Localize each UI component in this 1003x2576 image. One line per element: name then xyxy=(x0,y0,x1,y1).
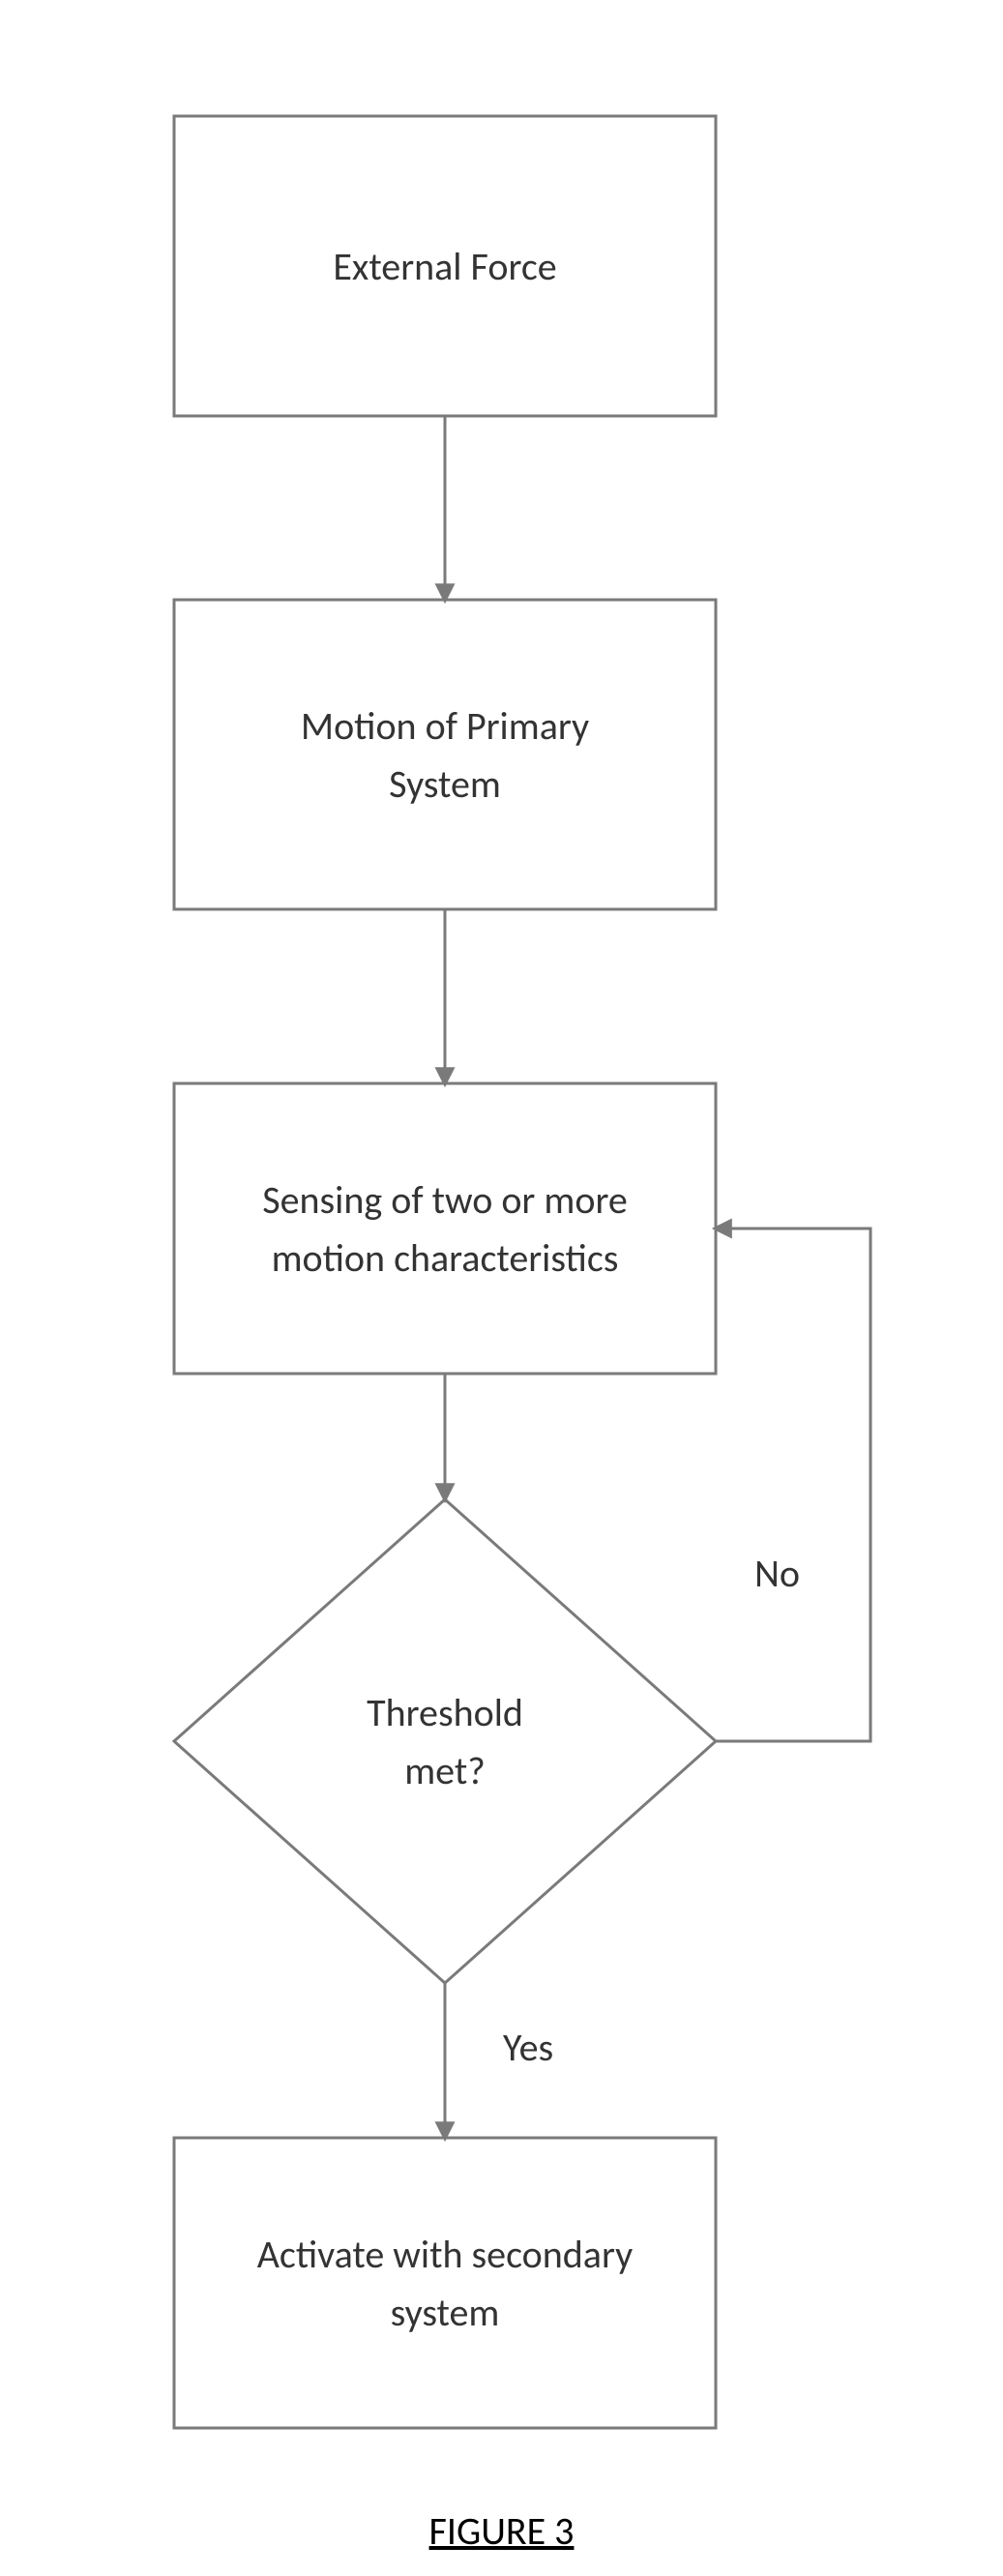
node-n1-text-line-0: External Force xyxy=(333,243,556,290)
node-n4-text-line-1: met? xyxy=(404,1747,486,1794)
node-n5-text-line-1: system xyxy=(391,2289,500,2336)
node-n2-text-line-0: Motion of Primary xyxy=(301,702,589,750)
edge-3-label: Yes xyxy=(503,2024,553,2071)
node-n3 xyxy=(174,1083,716,1374)
edge-4-label: No xyxy=(754,1550,800,1597)
node-n2-text-line-1: System xyxy=(389,760,501,808)
node-n4-text-line-0: Threshold xyxy=(367,1689,523,1736)
node-n3-text-line-0: Sensing of two or more xyxy=(262,1176,628,1224)
figure-caption: FIGURE 3 xyxy=(429,2507,575,2555)
node-n2 xyxy=(174,600,716,909)
node-n5 xyxy=(174,2138,716,2428)
node-n4 xyxy=(174,1499,716,1983)
node-n3-text-line-1: motion characteristics xyxy=(272,1234,619,1282)
node-n5-text-line-0: Activate with secondary xyxy=(257,2231,633,2278)
edge-4 xyxy=(716,1229,870,1741)
